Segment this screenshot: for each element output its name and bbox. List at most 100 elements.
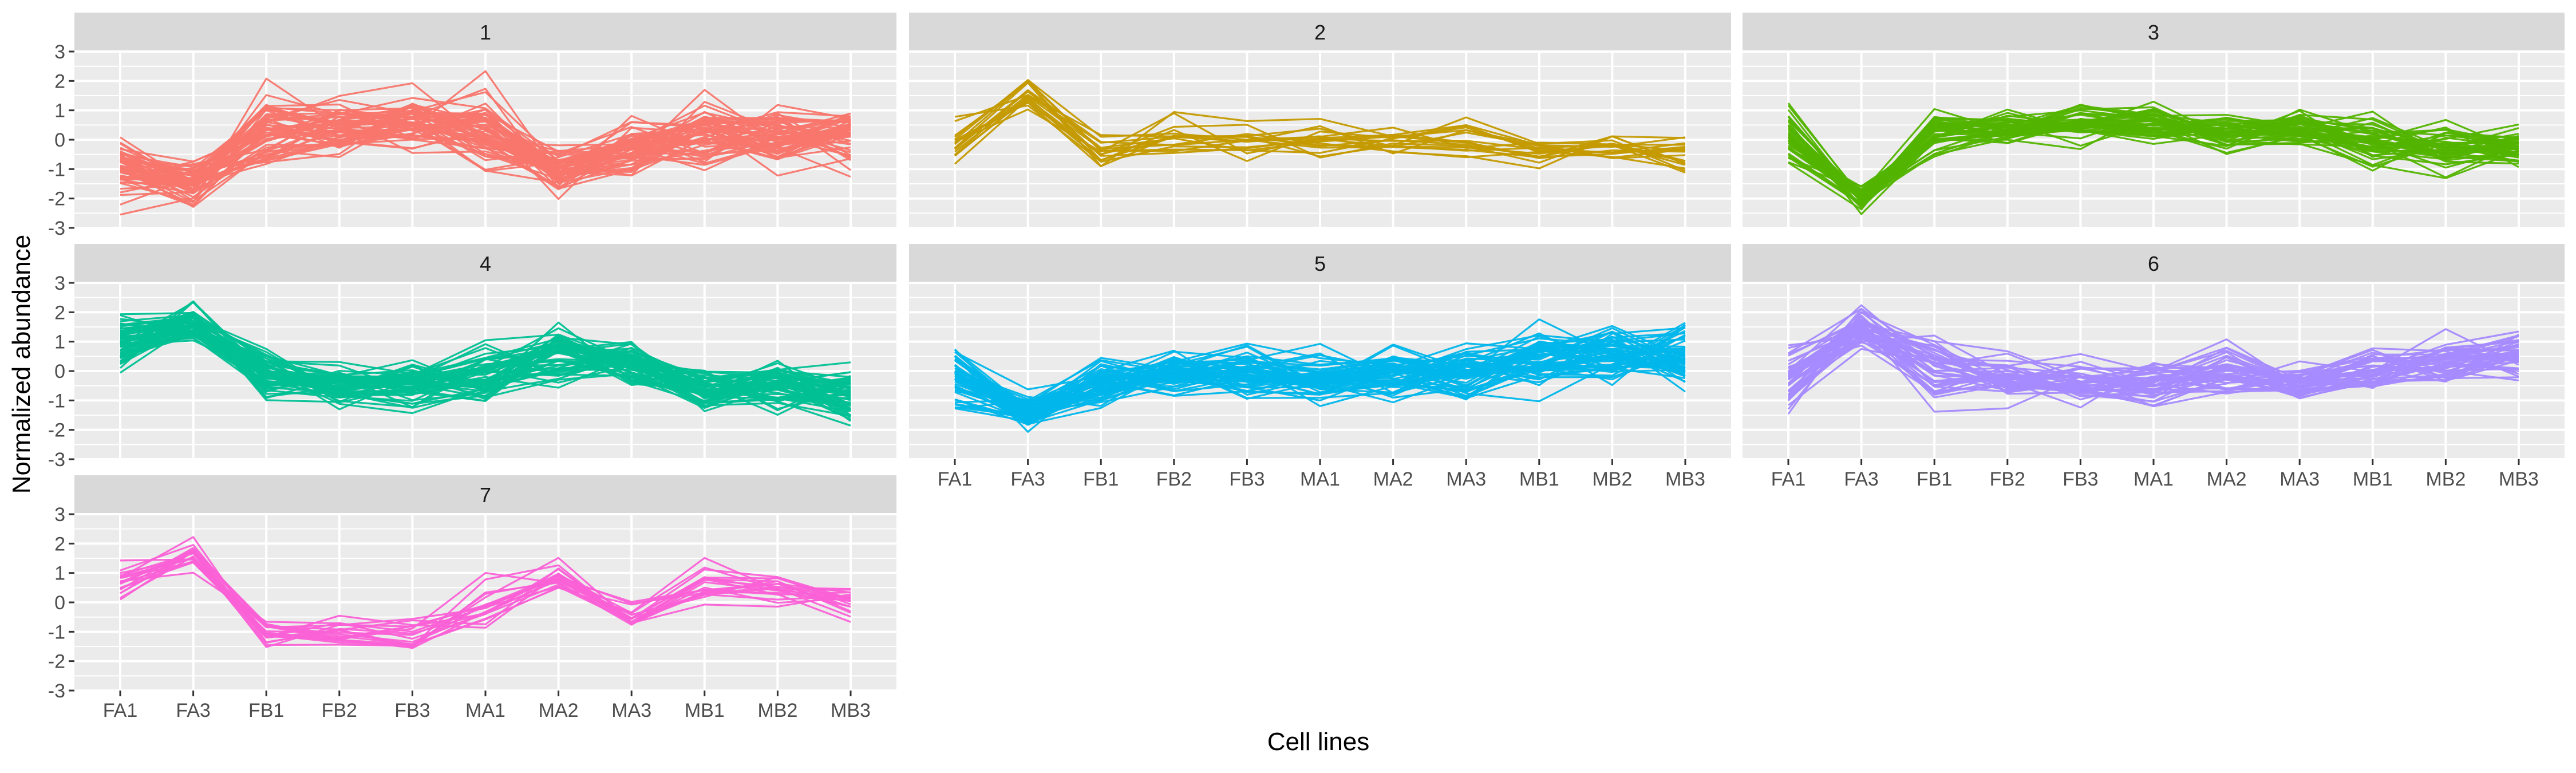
series-line [120, 301, 851, 405]
x-tick-label: MB2 [757, 700, 797, 721]
facet-7: 7 -3 -2 -1 0 1 2 3 FA1 FA3 FB1 FB2 FB3 MA1 MA2 MA3 MB1 MB… [48, 475, 896, 721]
series-line [1787, 106, 2519, 209]
x-tick-label: FB2 [322, 700, 357, 721]
series-line [1787, 337, 2519, 400]
facet-6: 6 FA1 FA3 FB1 FB2 FB3 MA1 MA2 MA3 MB1 MB2 MB3 [1743, 244, 2565, 490]
series-line [1787, 116, 2519, 199]
series-line [120, 561, 851, 638]
series-line [120, 122, 851, 185]
y-tick-label: 2 [54, 533, 65, 555]
series-line [120, 107, 851, 183]
x-tick-label: MB1 [2353, 468, 2393, 490]
y-axis-title: Normalized abundance [7, 235, 35, 494]
x-tick-label: MA3 [611, 700, 651, 721]
x-tick-label: MA2 [2207, 468, 2247, 490]
y-tick-label: 0 [54, 361, 65, 382]
y-tick-label: -2 [48, 188, 65, 210]
series-line [954, 90, 1686, 158]
facet-strip [909, 13, 1731, 52]
series-line [954, 81, 1686, 169]
series-line [120, 551, 851, 645]
series-line [120, 106, 851, 180]
series-line [954, 318, 1686, 407]
y-tick-label: 2 [54, 302, 65, 324]
x-tick-label: FB1 [1917, 468, 1952, 490]
x-tick-label: FB3 [1229, 468, 1265, 490]
series-line [1788, 322, 2519, 395]
series-line [1788, 109, 2519, 191]
x-tick-label: FA1 [1771, 468, 1805, 490]
x-tick-label: MA3 [1446, 468, 1486, 490]
series-line [954, 332, 1686, 425]
x-tick-label: FB3 [394, 700, 430, 721]
series-line [1788, 119, 2519, 199]
x-tick-label: MB3 [2499, 468, 2539, 490]
series-line [954, 81, 1686, 162]
facet-1: 1 -3 -2 -1 0 1 2 3 [48, 13, 896, 239]
x-tick-label: MA2 [539, 700, 579, 721]
x-tick-label: MB3 [831, 700, 871, 721]
facet-panels: 1 -3 -2 -1 0 1 2 3 2 3 4 -3 -2 -1 0 1 2 3 5 FA1 FA3 FB1 FB2 FB3… [48, 13, 2565, 721]
facet-strip-label: 4 [480, 252, 491, 275]
series-line [1788, 326, 2519, 397]
series-line [120, 325, 851, 405]
y-tick-label: -2 [48, 420, 65, 441]
series-line [120, 102, 851, 182]
y-tick-label: 1 [54, 563, 65, 585]
series-line [120, 111, 851, 206]
facet-strip [1743, 244, 2565, 283]
x-tick-label: MB2 [2425, 468, 2466, 490]
facet-strip [74, 475, 896, 514]
y-tick-label: 0 [54, 592, 65, 614]
series-line [120, 543, 851, 639]
x-tick-label: MA2 [1373, 468, 1413, 490]
series-line [120, 88, 851, 189]
x-tick-label: MB1 [1519, 468, 1559, 490]
series-line [954, 327, 1686, 420]
facet-strip-label: 1 [480, 21, 491, 44]
x-tick-label: MA3 [2279, 468, 2320, 490]
x-tick-label: MB2 [1592, 468, 1632, 490]
series-line [119, 301, 851, 405]
x-tick-label: MB3 [1665, 468, 1705, 490]
x-tick-label: MA1 [1300, 468, 1340, 490]
facet-strip [74, 244, 896, 283]
series-line [120, 108, 851, 203]
series-line [1787, 311, 2519, 415]
x-tick-label: FA3 [176, 700, 210, 721]
y-tick-label: -1 [48, 390, 65, 412]
y-tick-label: -3 [48, 218, 65, 239]
series-line [120, 97, 851, 183]
x-axis-title: Cell lines [1267, 728, 1370, 756]
facet-strip-label: 3 [2148, 21, 2159, 44]
series-line [954, 94, 1686, 172]
facet-4: 4 -3 -2 -1 0 1 2 3 [48, 244, 896, 471]
facet-strip [74, 13, 896, 52]
facet-strip-label: 2 [1314, 21, 1326, 44]
x-tick-label: MA1 [2134, 468, 2174, 490]
x-tick-label: FB2 [1156, 468, 1192, 490]
y-tick-label: -2 [48, 651, 65, 673]
y-tick-label: -3 [48, 449, 65, 471]
y-tick-label: 2 [54, 70, 65, 92]
x-tick-label: FB1 [248, 700, 284, 721]
x-tick-label: FA3 [1844, 468, 1878, 490]
facet-2: 2 [909, 13, 1731, 229]
y-tick-label: 3 [54, 273, 65, 294]
series-line [954, 326, 1686, 407]
facet-strip-label: 6 [2148, 252, 2159, 275]
series-line [954, 360, 1686, 410]
series-line [120, 561, 851, 636]
series-line [1788, 328, 2519, 395]
y-tick-label: 3 [54, 41, 65, 63]
facet-strip [909, 244, 1731, 283]
facet-strip [1743, 13, 2565, 52]
y-tick-label: 3 [54, 504, 65, 526]
series-line [954, 341, 1686, 405]
series-line [120, 105, 851, 178]
series-line [954, 353, 1686, 405]
x-tick-label: MB1 [685, 700, 725, 721]
y-tick-label: 1 [54, 100, 65, 122]
facet-5: 5 FA1 FA3 FB1 FB2 FB3 MA1 MA2 MA3 MB1 MB2 MB3 [909, 244, 1731, 490]
